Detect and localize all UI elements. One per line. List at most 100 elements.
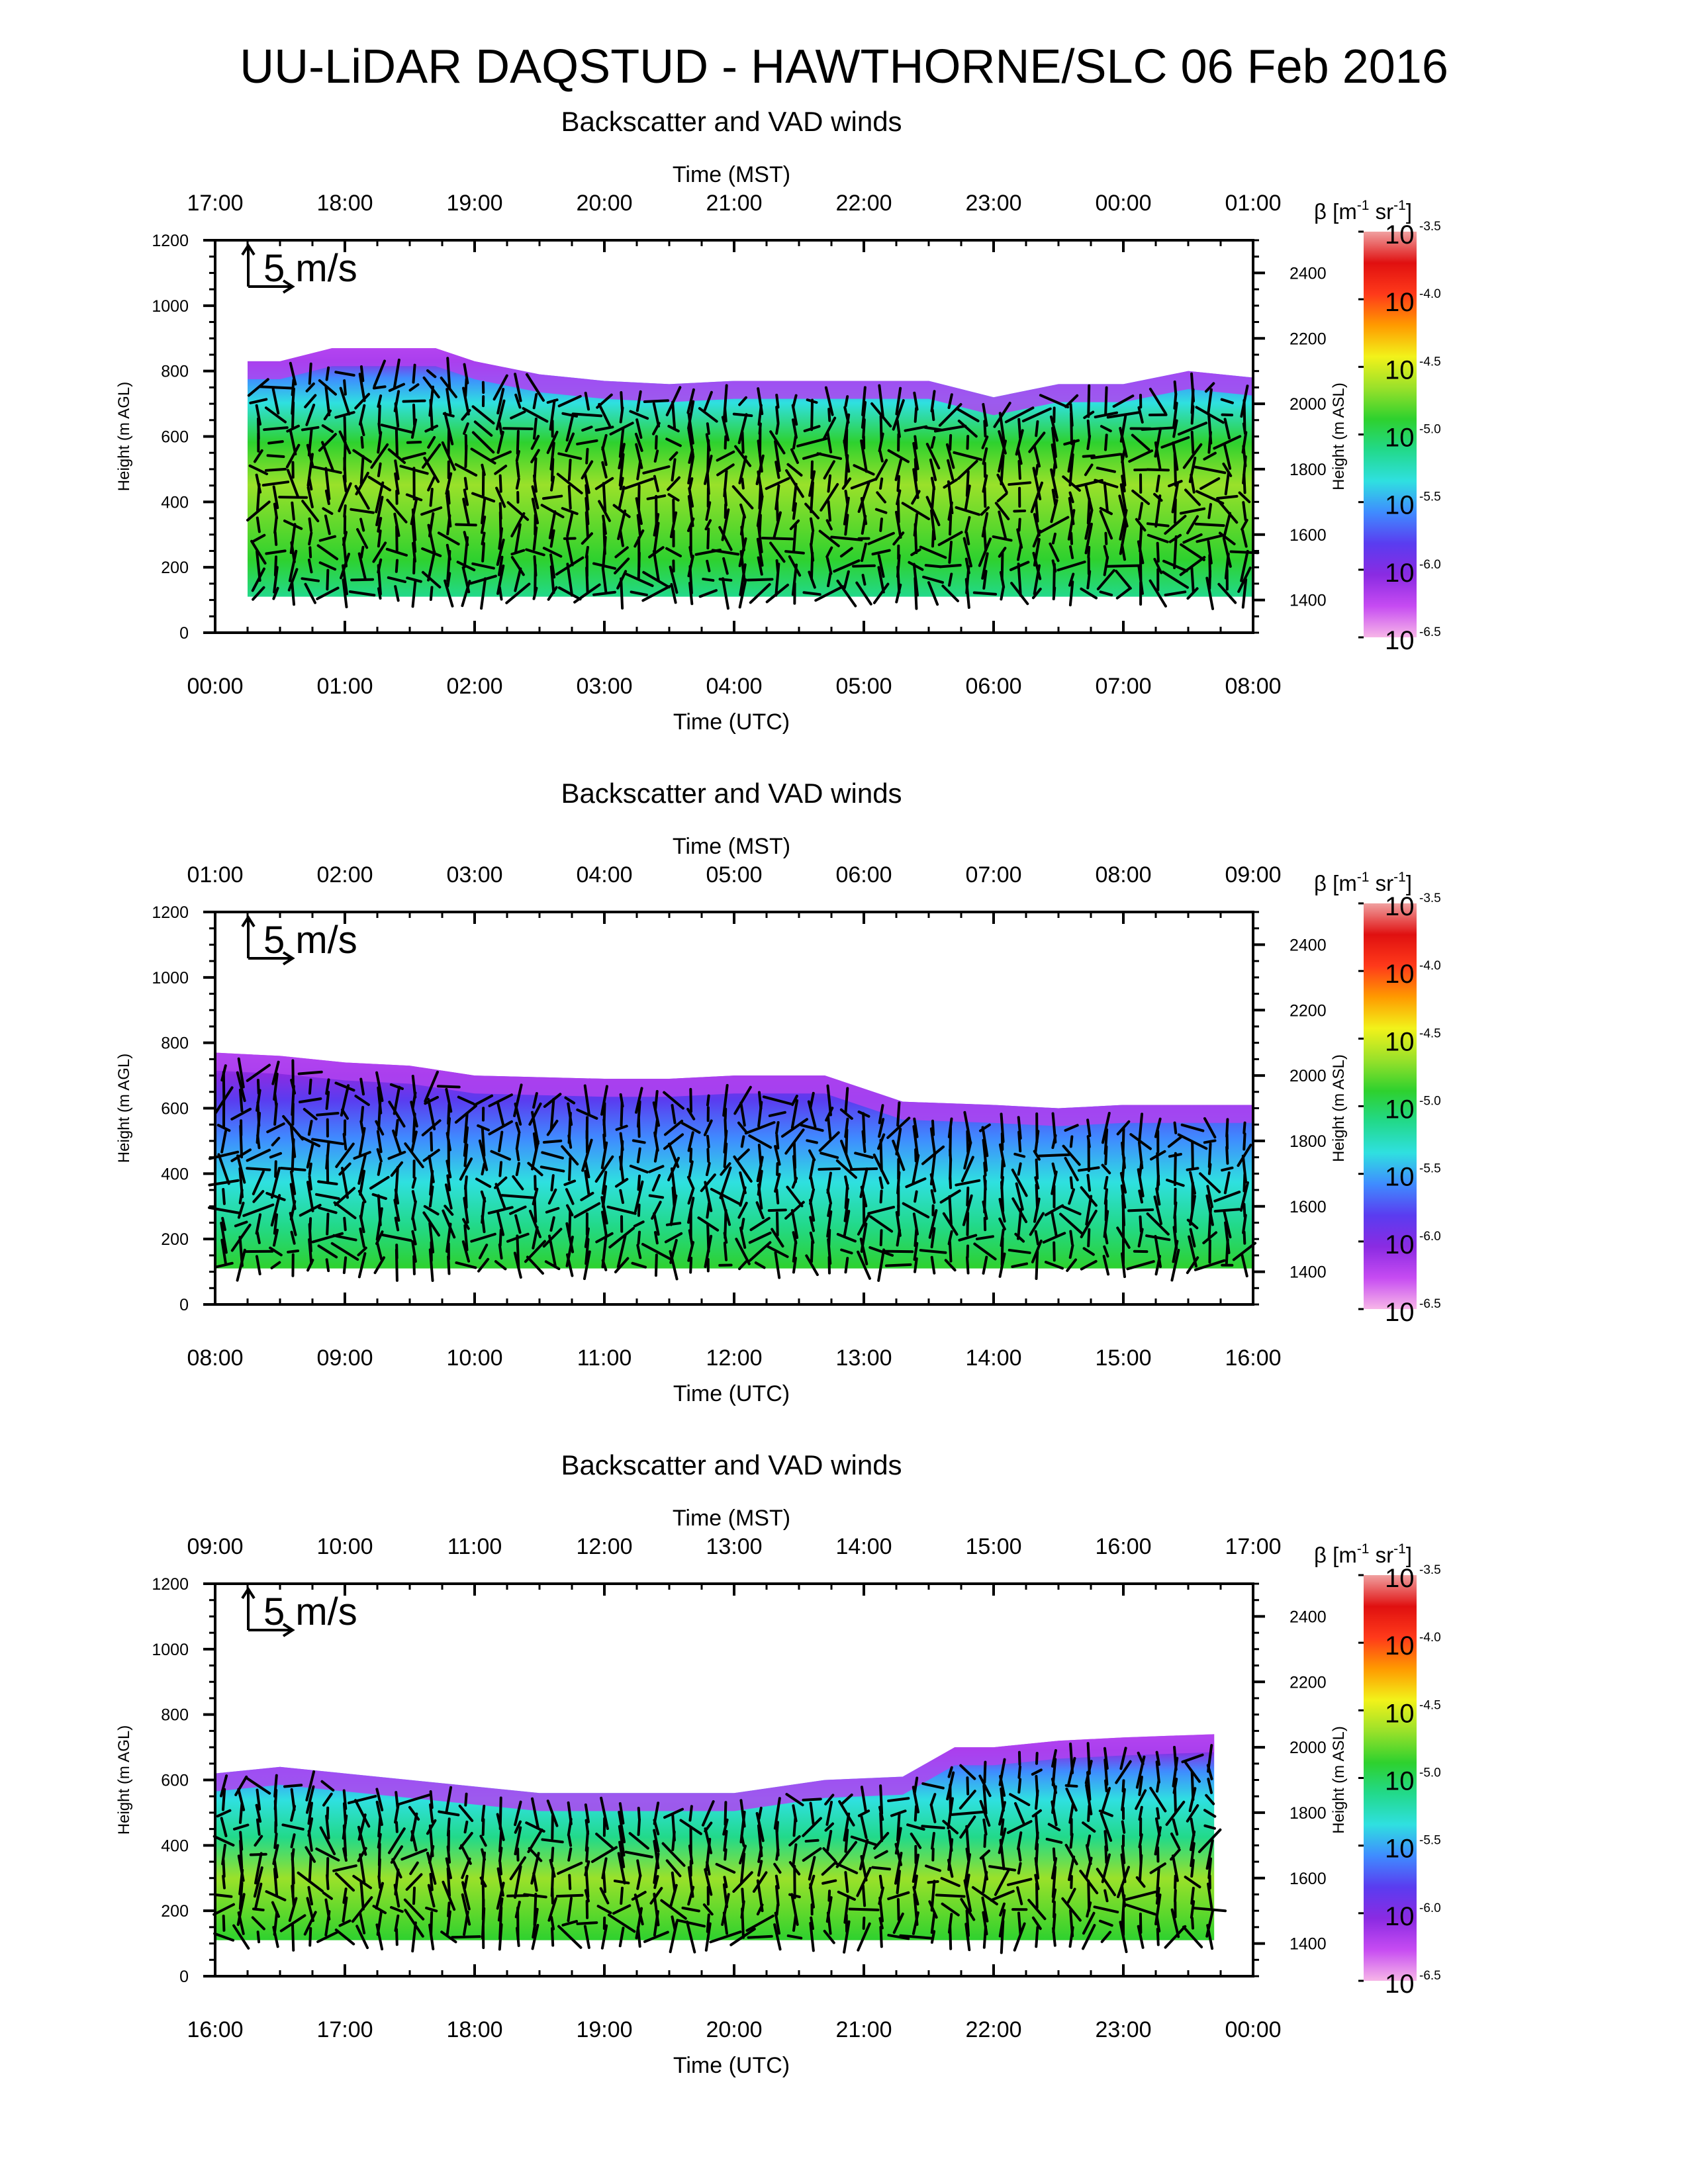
wind-arrow bbox=[304, 394, 317, 408]
wind-arrow bbox=[549, 1097, 555, 1131]
wind-arrow bbox=[305, 1846, 316, 1863]
wind-arrow bbox=[757, 1860, 763, 1877]
x-tick-label-bottom: 22:00 bbox=[965, 2017, 1021, 2042]
wind-arrow bbox=[301, 426, 320, 432]
wind-arrow bbox=[509, 1205, 527, 1215]
wind-arrow bbox=[527, 1161, 543, 1177]
wind-arrow bbox=[1069, 1909, 1074, 1938]
wind-arrow bbox=[1193, 465, 1227, 475]
wind-arrow bbox=[394, 472, 400, 495]
y-tick-label-left: 400 bbox=[161, 1165, 189, 1183]
wind-arrow bbox=[377, 558, 383, 574]
wind-arrow bbox=[1080, 587, 1098, 600]
wind-arrow bbox=[393, 1199, 400, 1222]
x-tick-label-bottom: 02:00 bbox=[446, 674, 502, 699]
wind-arrow bbox=[966, 435, 970, 450]
wind-arrow bbox=[1051, 443, 1058, 469]
wind-arrow bbox=[652, 402, 661, 428]
wind-arrow bbox=[533, 417, 538, 440]
wind-arrow bbox=[791, 418, 798, 439]
wind-arrow bbox=[600, 1796, 609, 1831]
wind-arrow bbox=[896, 489, 902, 506]
wind-arrow bbox=[635, 1087, 643, 1114]
wind-arrow bbox=[1011, 1262, 1029, 1269]
wind-arrow bbox=[877, 1248, 886, 1282]
wind-arrow bbox=[913, 1117, 919, 1138]
wind-arrow bbox=[301, 500, 320, 523]
wind-arrow bbox=[411, 578, 417, 608]
wind-arrow bbox=[1093, 1905, 1119, 1914]
wind-arrow bbox=[946, 1771, 955, 1801]
wind-arrow bbox=[827, 1116, 832, 1140]
wind-arrow bbox=[322, 1891, 333, 1900]
wind-arrow bbox=[282, 1115, 305, 1141]
wind-arrow bbox=[392, 1129, 402, 1154]
wind-arrow bbox=[749, 582, 771, 604]
wind-arrow bbox=[922, 575, 944, 584]
wind-arrow bbox=[256, 1788, 261, 1811]
wind-arrow bbox=[273, 531, 278, 546]
wind-arrow bbox=[342, 1132, 348, 1151]
wind-arrow bbox=[808, 470, 816, 497]
wind-arrow bbox=[664, 1232, 683, 1244]
wind-arrow bbox=[741, 477, 745, 490]
wind-arrow bbox=[255, 1803, 262, 1823]
wind-arrow bbox=[930, 509, 937, 541]
wind-arrow bbox=[998, 1758, 1006, 1786]
wind-arrow bbox=[959, 1790, 976, 1810]
wind-arrow bbox=[964, 1874, 970, 1891]
y-axis-label-left: Height (m AGL) bbox=[115, 1725, 133, 1835]
wind-arrow bbox=[1241, 1154, 1248, 1184]
wind-arrow bbox=[1119, 522, 1128, 555]
y-tick-label-left: 200 bbox=[161, 1902, 189, 1921]
wind-arrow bbox=[357, 1252, 367, 1279]
wind-arrow bbox=[633, 529, 645, 548]
wind-arrow bbox=[1213, 1208, 1241, 1213]
wind-arrow bbox=[665, 547, 682, 558]
wind-arrow bbox=[1207, 503, 1213, 520]
wind-arrow bbox=[332, 1864, 357, 1872]
wind-arrow bbox=[306, 1785, 315, 1814]
wind-arrow bbox=[473, 1094, 494, 1107]
wind-arrow bbox=[477, 1257, 490, 1273]
wind-arrow bbox=[318, 561, 337, 571]
wind-arrow bbox=[1082, 454, 1096, 458]
wind-arrow bbox=[1170, 1848, 1181, 1861]
wind-arrow bbox=[1203, 451, 1217, 461]
wind-arrow bbox=[878, 1104, 884, 1124]
wind-arrow bbox=[447, 490, 451, 505]
wind-arrow bbox=[786, 1934, 803, 1940]
wind-arrow bbox=[1207, 1857, 1213, 1880]
wind-arrow bbox=[618, 1825, 626, 1857]
wind-scale-label: 5 m/s bbox=[263, 1590, 357, 1633]
wind-arrow bbox=[1035, 499, 1039, 523]
wind-arrow bbox=[887, 1934, 910, 1940]
wind-arrow bbox=[340, 1084, 350, 1117]
wind-arrow bbox=[1033, 513, 1041, 537]
wind-arrow bbox=[369, 1175, 390, 1190]
wind-arrow bbox=[1053, 1900, 1056, 1919]
wind-arrow bbox=[774, 1885, 780, 1907]
wind-arrow bbox=[498, 586, 503, 601]
wind-arrow bbox=[1173, 392, 1178, 410]
wind-arrow bbox=[1067, 439, 1076, 473]
wind-arrow bbox=[983, 420, 987, 437]
wind-arrow bbox=[338, 482, 352, 513]
wind-arrow bbox=[214, 1261, 234, 1269]
wind-arrow bbox=[496, 388, 505, 415]
wind-arrow bbox=[1069, 1833, 1074, 1849]
wind-arrow bbox=[956, 407, 980, 423]
wind-arrow bbox=[1042, 1232, 1066, 1244]
y-tick-label-right: 1400 bbox=[1289, 1935, 1327, 1954]
wind-arrow bbox=[301, 577, 320, 582]
wind-arrow bbox=[919, 1249, 947, 1254]
wind-arrow bbox=[930, 390, 936, 413]
wind-arrow bbox=[705, 1161, 711, 1177]
wind-arrow bbox=[630, 590, 648, 596]
wind-arrow bbox=[1087, 1228, 1091, 1248]
wind-arrow bbox=[461, 1240, 471, 1263]
wind-arrow bbox=[1034, 1176, 1040, 1190]
wind-arrow bbox=[1156, 1152, 1160, 1186]
wind-arrow bbox=[315, 1193, 340, 1201]
wind-arrow bbox=[663, 1133, 684, 1150]
